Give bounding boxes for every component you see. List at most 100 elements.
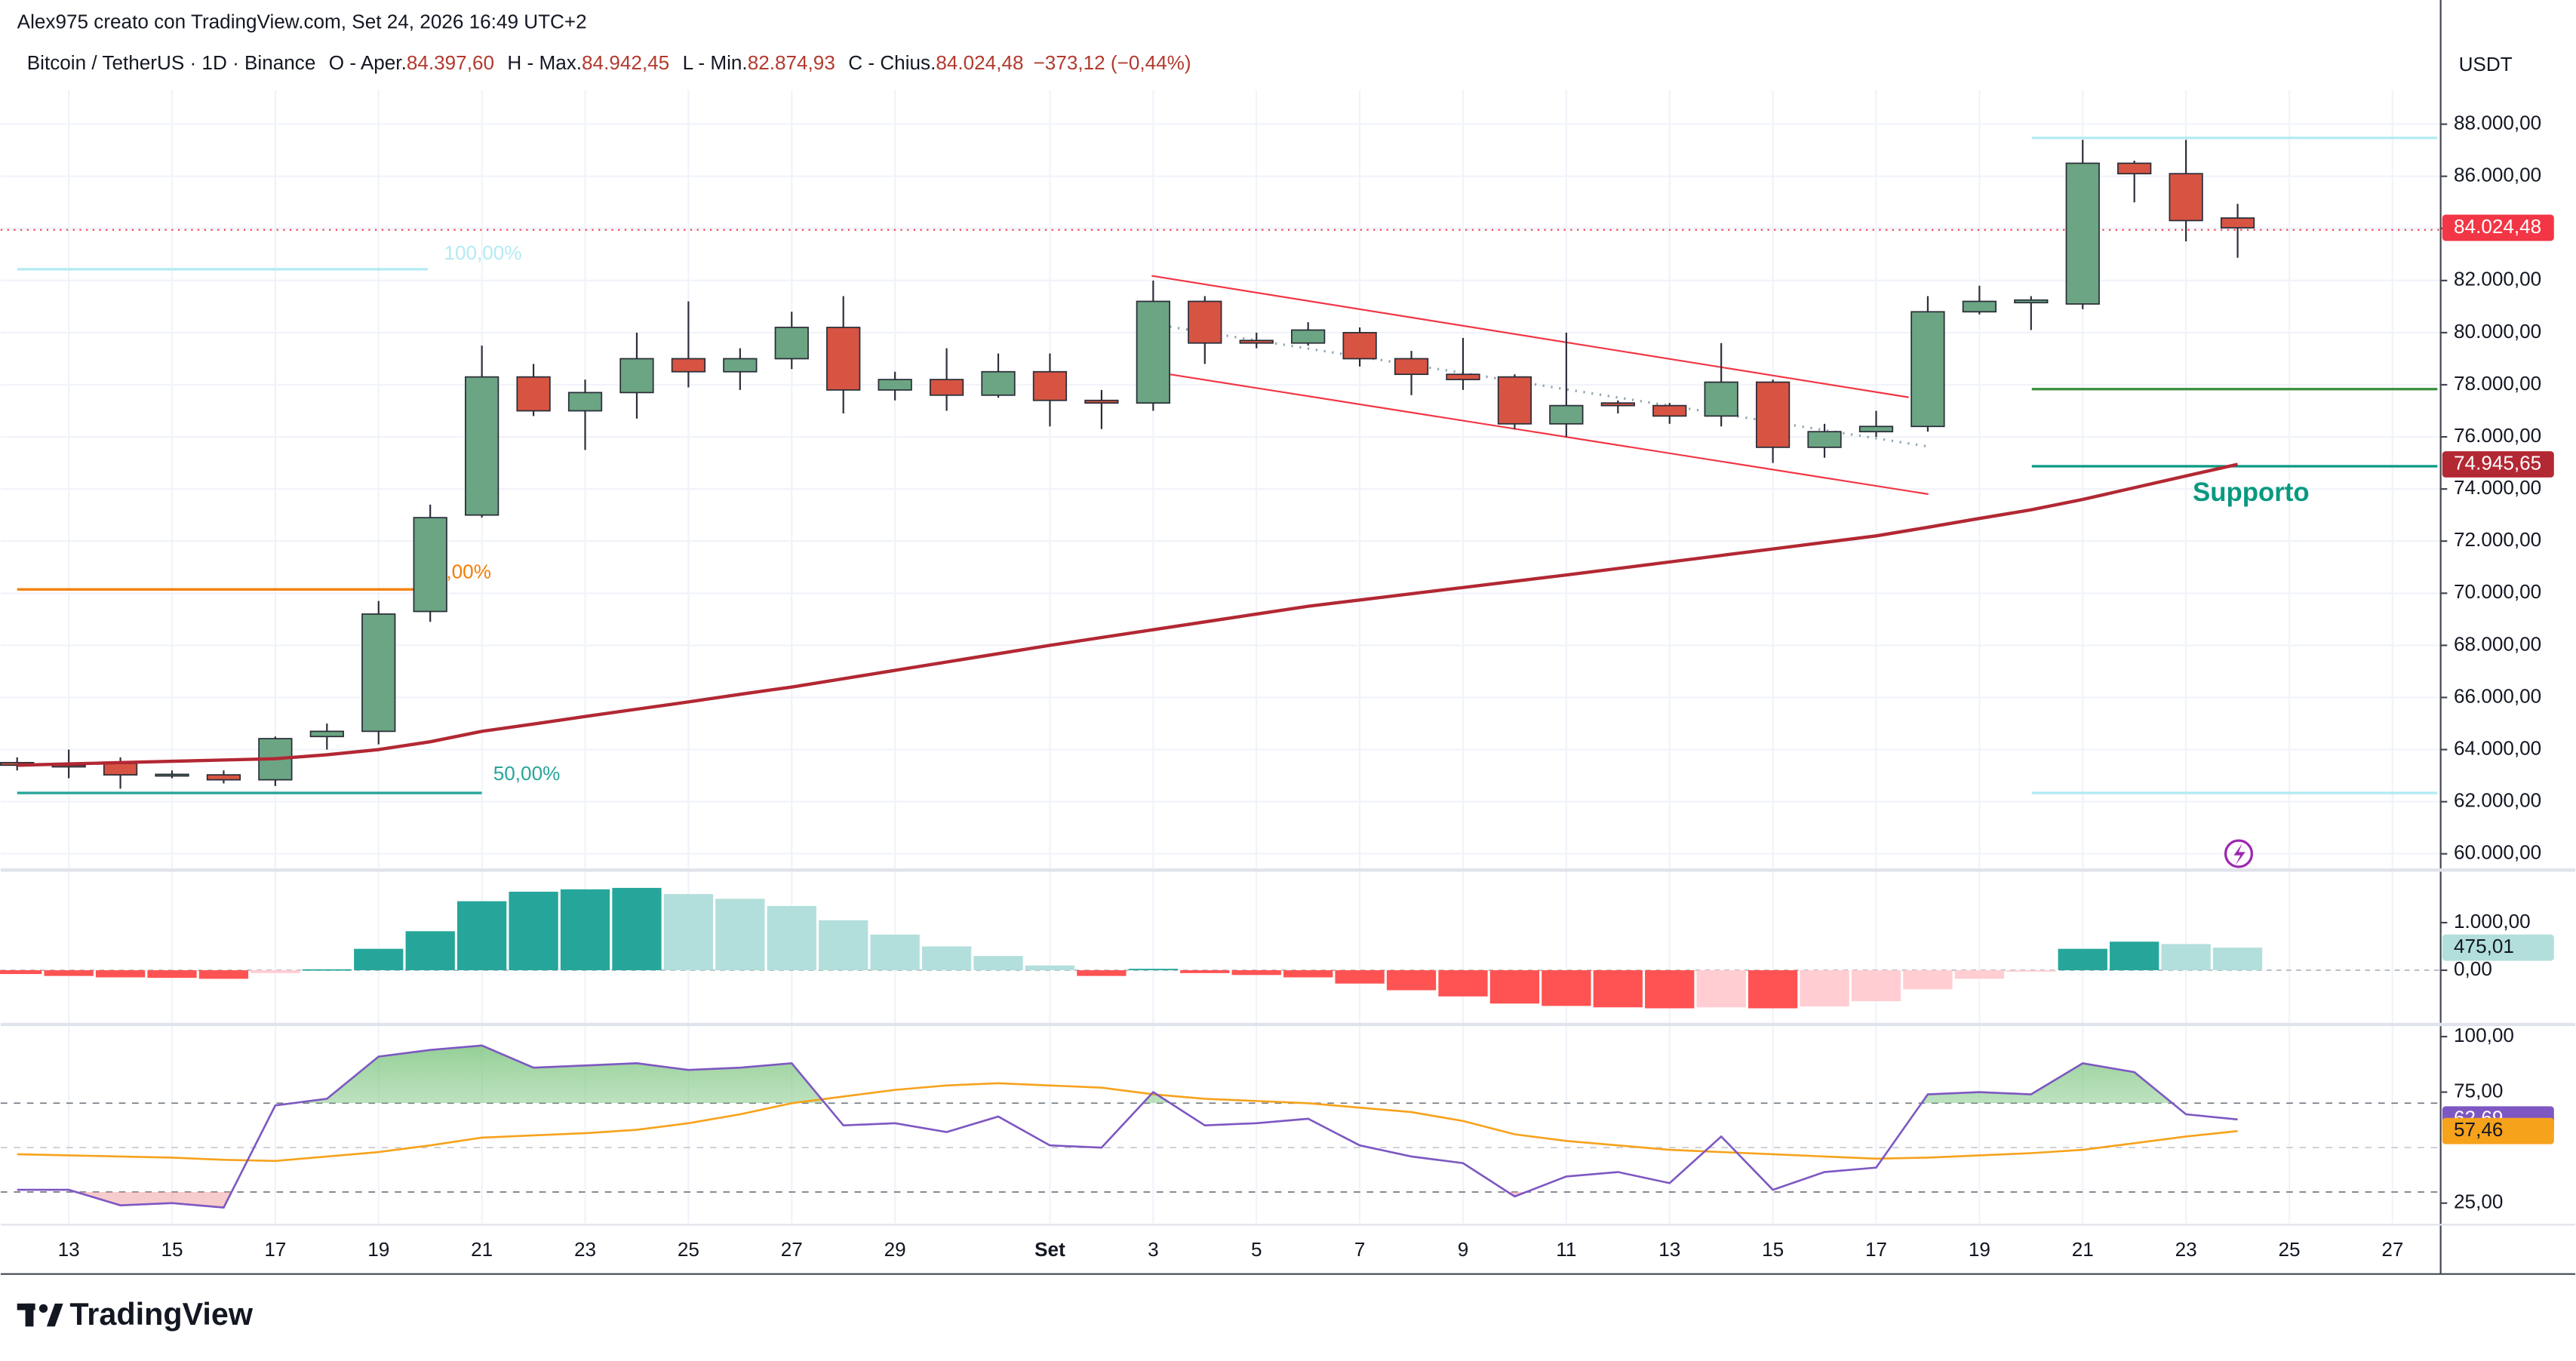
- marks-layer: [0, 140, 2441, 1209]
- x-tick-label: 23: [2175, 1238, 2197, 1261]
- candle-body: [361, 613, 396, 733]
- histogram-bar: [1180, 970, 1230, 973]
- x-tick-label: 9: [1458, 1238, 1469, 1261]
- candle-body: [1755, 381, 1791, 448]
- histogram-bar: [302, 969, 352, 971]
- y-tick-label: 88.000,00: [2454, 111, 2541, 134]
- legend-value: 84.397,60: [407, 51, 494, 74]
- candle-body: [413, 517, 447, 613]
- support-label: Supporto: [2193, 478, 2310, 507]
- x-tick-label: 19: [1969, 1238, 1990, 1261]
- histogram-bar: [0, 970, 42, 975]
- legend-label: C - Chius.: [848, 51, 936, 74]
- candle-body: [1858, 426, 1894, 433]
- x-tick-label: 17: [1865, 1238, 1887, 1261]
- candle-body: [1342, 332, 1377, 360]
- channel-line: [1170, 373, 1929, 496]
- candle-body: [2220, 217, 2255, 229]
- histogram-bar: [1386, 970, 1437, 991]
- histogram-bar: [1335, 970, 1385, 984]
- candle-body: [929, 379, 964, 396]
- histogram-bar: [1231, 970, 1281, 975]
- candle-body: [1807, 431, 1842, 448]
- histogram-bar: [663, 894, 714, 971]
- histogram-bar: [251, 970, 300, 973]
- x-tick-label: 7: [1354, 1238, 1366, 1261]
- candle-body: [723, 358, 758, 373]
- legend-change: −373,12 (−0,44%): [1034, 51, 1191, 74]
- histogram-bar: [2161, 944, 2211, 971]
- price-tag: [2442, 214, 2554, 241]
- x-tick-label: 5: [1251, 1238, 1262, 1261]
- axis-bg: [2440, 0, 2576, 1274]
- candle-body: [1032, 370, 1068, 401]
- y-tick-label: 60.000,00: [2454, 841, 2541, 864]
- x-tick-label: 13: [1658, 1238, 1680, 1261]
- rsi-line: [17, 1044, 2238, 1209]
- candle-body: [1136, 300, 1170, 404]
- legend-symbol: Bitcoin / TetherUS · 1D · Binance: [27, 51, 316, 74]
- histogram-bar: [715, 899, 765, 971]
- histogram-bar: [1542, 970, 1591, 1006]
- logo-icon: [17, 1303, 63, 1327]
- alert-icon[interactable]: [2224, 839, 2254, 868]
- candle-body: [774, 327, 809, 360]
- x-tick-label: 25: [2278, 1238, 2300, 1261]
- y-tick-label: 70.000,00: [2454, 580, 2541, 603]
- candle-body: [826, 327, 861, 391]
- y-tick-label: 0,00: [2454, 957, 2492, 980]
- histogram-bar: [95, 970, 146, 978]
- histogram-bar: [1283, 970, 1333, 978]
- histogram-bar: [1077, 970, 1127, 976]
- histogram-bar: [1489, 970, 1540, 1004]
- price-tag: [2442, 934, 2554, 961]
- candle-body: [1394, 358, 1429, 376]
- y-tick-label: 86.000,00: [2454, 164, 2541, 186]
- candle-body: [1497, 376, 1532, 425]
- candle-body: [206, 774, 241, 781]
- y-tick-label: 68.000,00: [2454, 632, 2541, 655]
- x-tick-label: 15: [161, 1238, 183, 1261]
- price-tag-label: 475,01: [2454, 935, 2514, 957]
- x-tick-label: 29: [884, 1238, 906, 1261]
- candle-body: [671, 358, 706, 373]
- logo-text: TradingView: [69, 1297, 254, 1332]
- x-tick-label: Set: [1034, 1238, 1065, 1261]
- logo-part: [25, 1303, 34, 1327]
- fib-label: 100,00%: [444, 241, 521, 264]
- histogram-bar: [456, 901, 507, 971]
- x-tick-label: 21: [471, 1238, 493, 1261]
- x-tick-label: 15: [1762, 1238, 1784, 1261]
- candle-body: [878, 379, 912, 391]
- y-tick-label: 74.000,00: [2454, 476, 2541, 499]
- candle-body: [465, 376, 500, 516]
- moving-average: [17, 462, 2239, 767]
- histogram-bar: [921, 946, 972, 971]
- axis-unit: USDT: [2459, 53, 2513, 75]
- legend-label: H - Max.: [507, 51, 582, 74]
- y-tick-label: 64.000,00: [2454, 736, 2541, 759]
- price-tag-label: 57,46: [2454, 1118, 2503, 1141]
- candle-body: [619, 358, 654, 394]
- candle-body: [2117, 162, 2152, 175]
- histogram-bar: [147, 970, 197, 979]
- histogram-bar: [2212, 948, 2263, 971]
- candle-body: [309, 730, 344, 738]
- x-tick-label: 11: [1556, 1238, 1576, 1261]
- x-tick-label: 21: [2072, 1238, 2094, 1261]
- y-tick-label: 75,00: [2454, 1079, 2503, 1101]
- histogram-bar: [1800, 970, 1849, 1006]
- histogram-bar: [509, 891, 558, 971]
- candle-body: [1704, 381, 1738, 417]
- y-tick-label: 66.000,00: [2454, 684, 2541, 707]
- logo-part: [46, 1303, 63, 1327]
- alert-bolt: [2233, 843, 2246, 865]
- x-tick-label: 19: [367, 1238, 389, 1261]
- y-tick-label: 72.000,00: [2454, 528, 2541, 551]
- candle-body: [1549, 404, 1584, 425]
- dotted-line: [1170, 325, 1929, 448]
- histogram-bar: [2006, 970, 2056, 972]
- header: Alex975 creato con TradingView.com, Set …: [17, 10, 587, 32]
